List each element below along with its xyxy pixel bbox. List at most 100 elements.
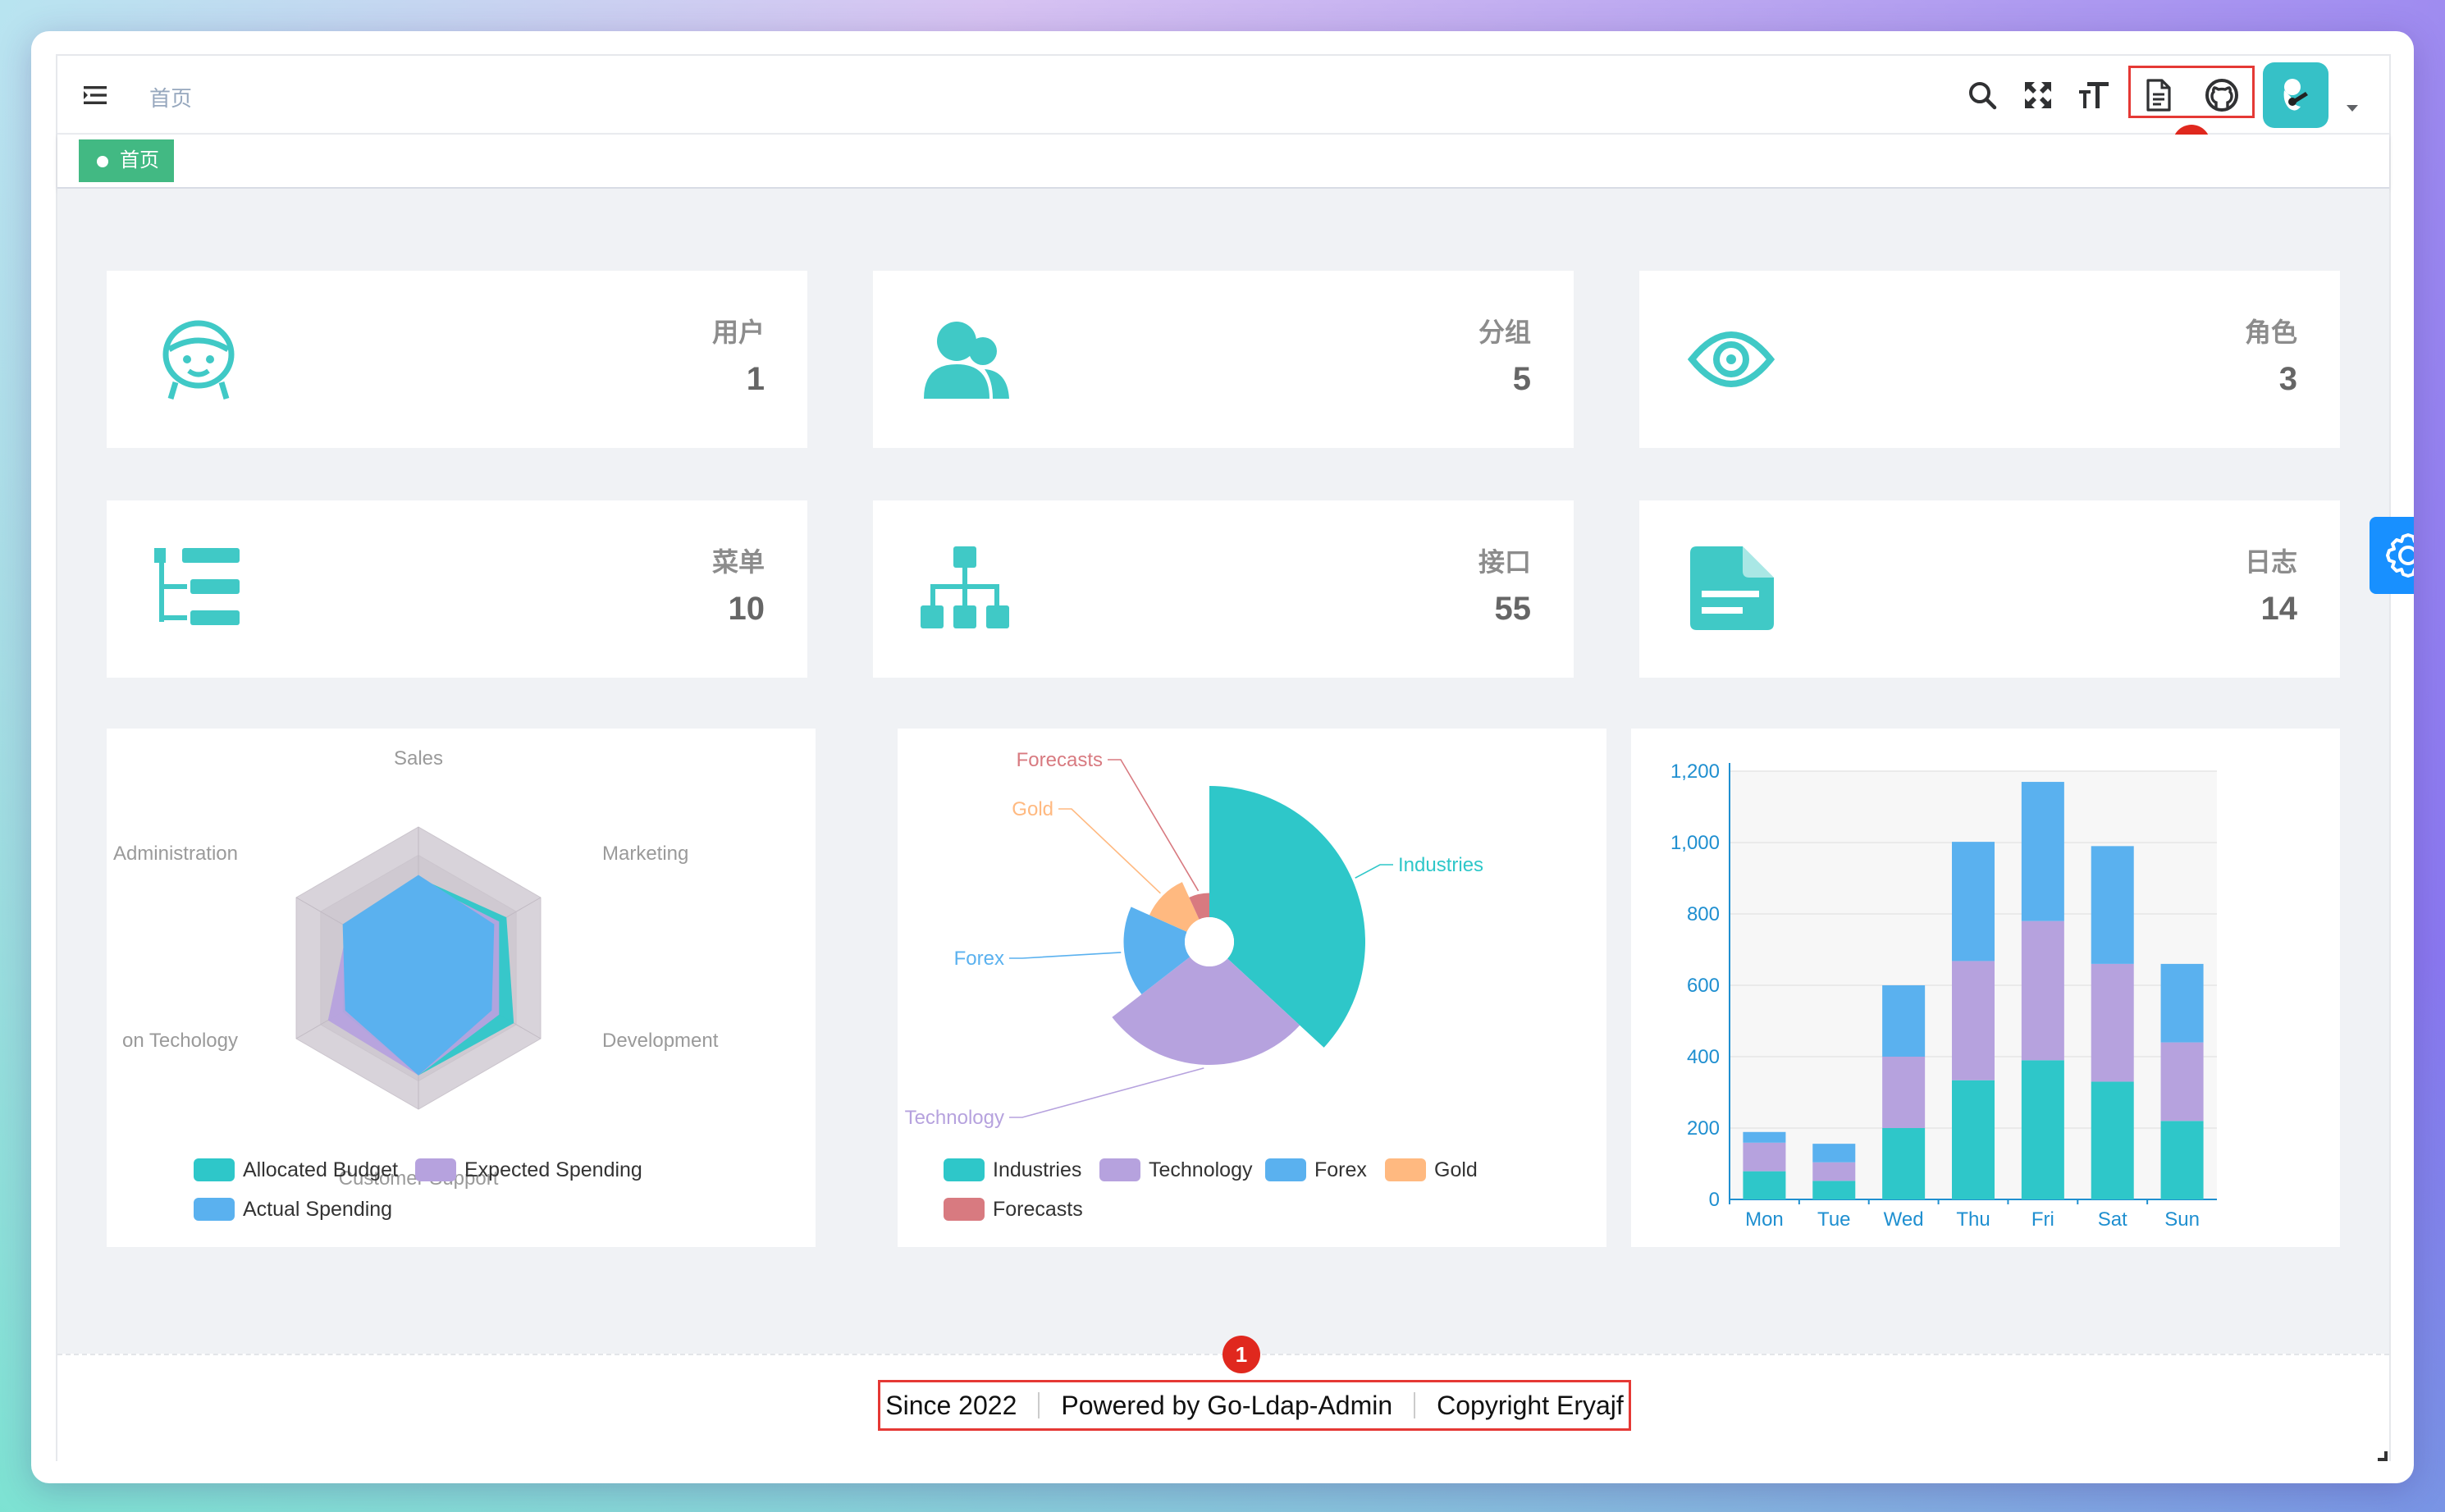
stat-card-roles[interactable]: 角色 3 <box>1639 271 2340 448</box>
footer-divider <box>1038 1392 1040 1418</box>
bar-x-tick-label: Fri <box>2031 1208 2054 1231</box>
bar-segment <box>2160 963 2204 1043</box>
bar-segment <box>1812 1181 1856 1199</box>
bar-y-tick-label: 400 <box>1687 1046 1720 1068</box>
bar-segment <box>1882 1057 1926 1128</box>
bar-segment <box>2160 1121 2204 1199</box>
user-avatar[interactable] <box>2263 62 2328 128</box>
rose-slice <box>1189 893 1209 920</box>
rose-slice <box>1209 786 1365 1048</box>
bar-segment <box>1952 1080 1995 1199</box>
rose-slice-label: Gold <box>1012 798 1053 820</box>
footer-copyright: Copyright Eryajf <box>1437 1390 1624 1420</box>
stat-count: 5 <box>1512 361 1531 397</box>
gear-icon <box>2386 533 2414 578</box>
log-document-icon <box>1690 546 1774 630</box>
legend-label: Actual Spending <box>243 1198 392 1221</box>
avatar-dropdown-caret-icon[interactable] <box>2347 105 2358 112</box>
breadcrumb-home[interactable]: 首页 <box>149 86 193 111</box>
legend-swatch <box>1099 1158 1140 1181</box>
stat-label: 菜单 <box>711 547 765 577</box>
bar-segment <box>1743 1171 1786 1199</box>
bar-y-tick-label: 800 <box>1687 903 1720 925</box>
bar-segment <box>2160 1042 2204 1121</box>
legend-swatch <box>194 1198 235 1221</box>
legend-swatch <box>944 1198 985 1221</box>
eye-icon <box>1687 331 1775 387</box>
bar-segment <box>2091 846 2134 964</box>
legend-label: Forex <box>1314 1158 1367 1181</box>
bar-x-tick-label: Tue <box>1817 1208 1850 1231</box>
rose-leader-line <box>1009 952 1122 959</box>
radar-indicator-label: Marketing <box>602 843 688 865</box>
bar-segment <box>2091 1081 2134 1199</box>
stat-card-logs[interactable]: 日志 14 <box>1639 500 2340 678</box>
stat-card-users[interactable]: 用户 1 <box>107 271 807 448</box>
tags-view-bar: 首页 <box>57 135 2389 189</box>
legend-label: Industries <box>993 1158 1081 1181</box>
legend-swatch <box>944 1158 985 1181</box>
rose-slice <box>1123 907 1191 994</box>
rose-leader-line <box>1058 808 1161 894</box>
top-navbar: 首页 <box>57 56 2389 162</box>
page-footer: 1 Since 2022 Powered by Go-Ldap-Admin Co… <box>57 1336 2389 1463</box>
org-tree-icon <box>921 546 1009 628</box>
legend-swatch <box>415 1158 456 1181</box>
legend-label: Allocated Budget <box>243 1158 398 1181</box>
rose-slice <box>1149 882 1200 932</box>
user-face-icon <box>162 320 235 400</box>
bar-y-tick-label: 1,000 <box>1670 832 1720 854</box>
legend-swatch <box>1385 1158 1426 1181</box>
pie-chart: Industries Technology Forex Gold Forecasts In… <box>905 749 1483 1221</box>
rose-slice-label: Technology <box>905 1107 1004 1129</box>
bar-y-tick-label: 1,200 <box>1670 761 1720 783</box>
stat-label: 角色 <box>2244 317 2297 347</box>
legend-swatch <box>194 1158 235 1181</box>
hamburger-menu-icon[interactable] <box>80 80 110 110</box>
rose-slice-label: Forecasts <box>1017 749 1103 771</box>
pie-chart-panel: Industries Technology Forex Gold Forecasts In… <box>898 729 1606 1247</box>
tag-home[interactable]: 首页 <box>79 139 174 182</box>
bar-segment <box>1812 1162 1856 1181</box>
legend-swatch <box>1265 1158 1306 1181</box>
footer-powered-link[interactable]: Powered by Go-Ldap-Admin <box>1061 1390 1393 1420</box>
footer-annotation-box: Since 2022 Powered by Go-Ldap-Admin Copy… <box>878 1380 1631 1431</box>
bar-segment <box>1952 961 1995 1080</box>
bar-segment <box>2021 920 2064 1061</box>
github-icon[interactable] <box>2204 77 2240 113</box>
bar-segment <box>1743 1142 1786 1172</box>
rose-slice-label: Forex <box>954 948 1004 970</box>
stat-count: 1 <box>746 361 765 397</box>
rose-center-hole <box>1185 917 1234 966</box>
tag-home-label: 首页 <box>120 149 159 171</box>
bar-segment <box>1952 842 1995 962</box>
search-icon[interactable] <box>1964 77 2000 113</box>
legend-label: Forecasts <box>993 1198 1083 1221</box>
resize-corner-icon <box>2378 1451 2388 1461</box>
radar-series-area <box>342 875 495 1076</box>
rose-leader-line <box>1009 1067 1204 1118</box>
font-size-icon[interactable] <box>2076 77 2112 113</box>
annotation-box-header-tools <box>2128 66 2255 118</box>
stat-label: 日志 <box>2244 547 2297 577</box>
app-window: 首页 <box>31 31 2414 1483</box>
radar-indicator-label: Development <box>602 1030 719 1052</box>
peoples-icon <box>924 322 1009 399</box>
stat-card-groups[interactable]: 分组 5 <box>873 271 1574 448</box>
bar-chart-panel: 0 200 400 600 800 1,000 1,200 Mon Tue Wed Thu Fri Sa… <box>1631 729 2340 1247</box>
stat-label: 用户 <box>711 317 765 347</box>
rose-leader-line <box>1355 864 1393 879</box>
settings-panel-toggle[interactable] <box>2370 517 2414 594</box>
bar-x-tick-label: Wed <box>1884 1208 1924 1231</box>
bar-y-tick-label: 600 <box>1687 975 1720 997</box>
stat-count: 10 <box>728 591 765 627</box>
stat-card-menus[interactable]: 菜单 10 <box>107 500 807 678</box>
bar-segment <box>1743 1131 1786 1143</box>
fullscreen-icon[interactable] <box>2020 77 2056 113</box>
document-icon[interactable] <box>2140 77 2176 113</box>
footer-divider <box>1414 1392 1416 1418</box>
bar-y-tick-label: 200 <box>1687 1117 1720 1140</box>
rose-slice <box>1112 957 1300 1065</box>
stat-card-apis[interactable]: 接口 55 <box>873 500 1574 678</box>
